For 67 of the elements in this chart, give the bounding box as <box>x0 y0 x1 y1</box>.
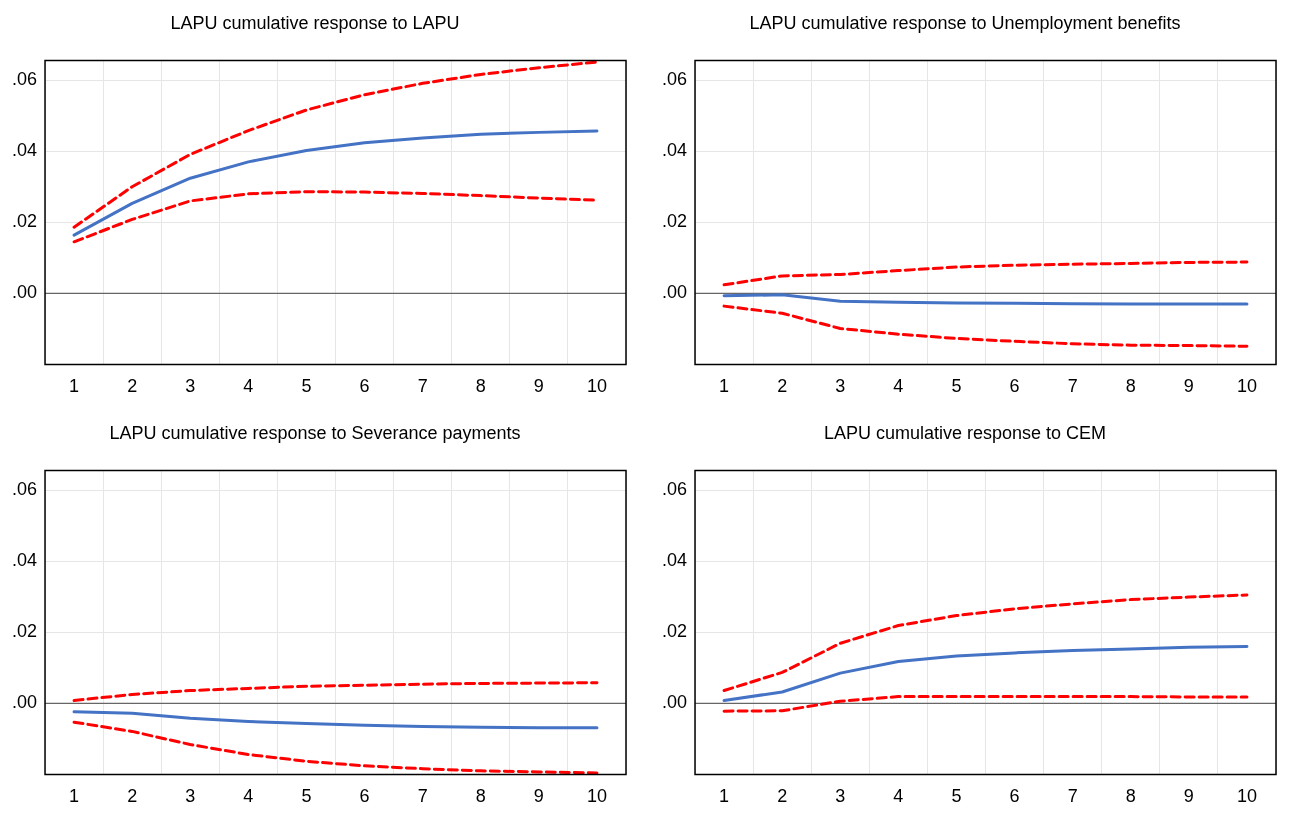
x-tick-label: 8 <box>1125 786 1136 807</box>
x-tick-label: 7 <box>1067 786 1078 807</box>
x-tick-label: 2 <box>777 786 788 807</box>
x-tick-label: 6 <box>359 786 370 807</box>
y-tick-label: .00 <box>661 282 688 303</box>
x-tick-label: 1 <box>69 786 80 807</box>
y-tick-label: .04 <box>11 550 38 571</box>
chart-title: LAPU cumulative response to CEM <box>823 422 1107 443</box>
x-tick-label: 8 <box>475 786 486 807</box>
y-tick-label: .06 <box>11 69 38 90</box>
line-series <box>722 695 1249 713</box>
line-series <box>722 593 1249 693</box>
y-tick-label: .00 <box>11 282 38 303</box>
x-tick-label: 5 <box>951 376 962 397</box>
x-tick-label: 6 <box>1009 376 1020 397</box>
x-tick-label: 3 <box>185 786 196 807</box>
x-tick-label: 4 <box>893 376 904 397</box>
line-series <box>722 260 1249 287</box>
y-tick-label: .02 <box>661 621 688 642</box>
x-tick-label: 1 <box>719 376 730 397</box>
x-tick-label: 5 <box>301 786 312 807</box>
x-tick-label: 6 <box>359 376 370 397</box>
y-tick-label: .06 <box>11 479 38 500</box>
y-tick-label: .06 <box>661 479 688 500</box>
x-tick-label: 10 <box>586 786 607 807</box>
y-tick-label: .04 <box>11 140 38 161</box>
x-tick-label: 3 <box>185 376 196 397</box>
x-tick-label: 1 <box>69 376 80 397</box>
x-tick-label: 9 <box>533 786 544 807</box>
x-tick-label: 3 <box>835 786 846 807</box>
y-tick-label: .04 <box>661 550 688 571</box>
x-tick-label: 10 <box>1236 786 1257 807</box>
x-tick-label: 10 <box>586 376 607 397</box>
x-tick-label: 6 <box>1009 786 1020 807</box>
x-tick-label: 7 <box>417 786 428 807</box>
line-series <box>72 681 599 702</box>
x-tick-label: 4 <box>243 786 254 807</box>
x-tick-label: 3 <box>835 376 846 397</box>
line-series <box>72 720 599 775</box>
y-tick-label: .02 <box>11 211 38 232</box>
x-tick-label: 7 <box>1067 376 1078 397</box>
y-tick-label: .04 <box>661 140 688 161</box>
chart-title: LAPU cumulative response to Severance payments <box>109 422 521 443</box>
x-tick-label: 5 <box>301 376 312 397</box>
y-tick-label: .02 <box>11 621 38 642</box>
x-tick-label: 9 <box>533 376 544 397</box>
x-tick-label: 8 <box>1125 376 1136 397</box>
x-tick-label: 4 <box>893 786 904 807</box>
x-tick-label: 2 <box>127 786 138 807</box>
chart-title: LAPU cumulative response to LAPU <box>170 12 460 33</box>
y-tick-label: .06 <box>661 69 688 90</box>
x-tick-label: 2 <box>127 376 138 397</box>
x-tick-label: 8 <box>475 376 486 397</box>
x-tick-label: 9 <box>1183 376 1194 397</box>
y-tick-label: .00 <box>11 692 38 713</box>
x-tick-label: 4 <box>243 376 254 397</box>
y-tick-label: .02 <box>661 211 688 232</box>
x-tick-label: 7 <box>417 376 428 397</box>
x-tick-label: 9 <box>1183 786 1194 807</box>
x-tick-label: 5 <box>951 786 962 807</box>
line-series <box>722 304 1249 348</box>
chart-title: LAPU cumulative response to Unemployment benefits <box>749 12 1181 33</box>
x-tick-label: 2 <box>777 376 788 397</box>
line-series <box>72 60 599 229</box>
y-tick-label: .00 <box>661 692 688 713</box>
x-tick-label: 10 <box>1236 376 1257 397</box>
x-tick-label: 1 <box>719 786 730 807</box>
